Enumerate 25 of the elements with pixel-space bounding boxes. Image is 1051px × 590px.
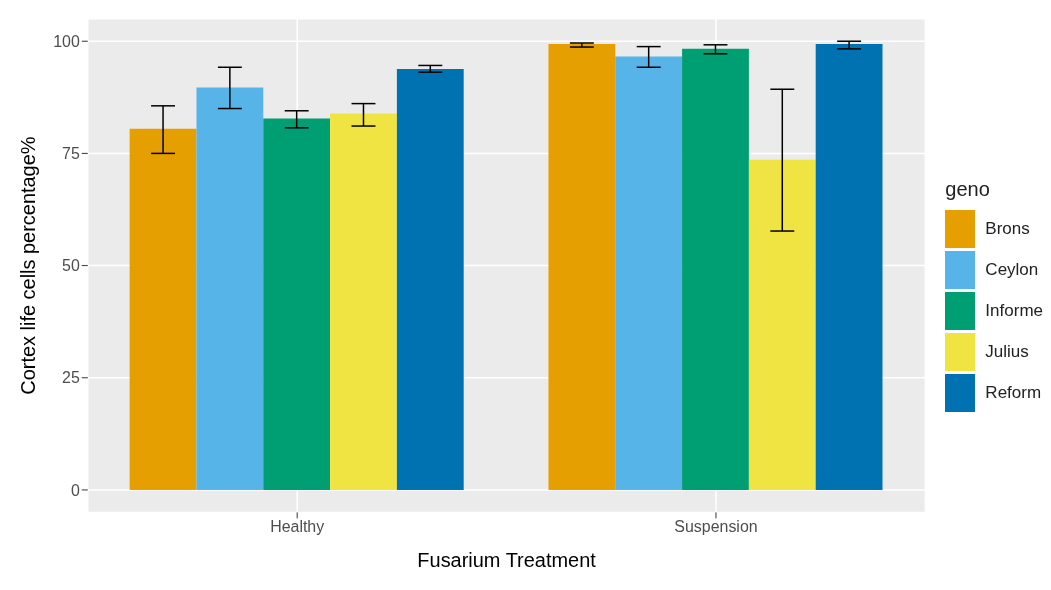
bar <box>396 69 464 490</box>
x-tick-label: Healthy <box>270 517 325 535</box>
bar <box>682 48 749 490</box>
legend-label: Brons <box>985 219 1030 239</box>
y-tick-label: 25 <box>62 369 80 387</box>
y-axis-title: Cortex life cells percentage% <box>17 136 40 395</box>
legend-label: Julius <box>985 342 1029 362</box>
bar <box>548 43 616 490</box>
bar <box>263 118 331 490</box>
bar <box>815 43 883 490</box>
x-axis-title: Fusarium Treatment <box>417 549 597 572</box>
y-tick-label: 50 <box>62 257 80 275</box>
x-tick-label: Suspension <box>674 517 758 535</box>
bar <box>129 128 197 490</box>
legend-title: geno <box>945 177 991 201</box>
y-tick-label: 0 <box>70 481 80 499</box>
legend-label: Informe <box>985 301 1043 321</box>
bar <box>330 113 397 490</box>
legend-label: Reform <box>985 383 1042 403</box>
legend-label: Ceylon <box>985 260 1039 280</box>
y-tick-label: 100 <box>53 32 80 50</box>
bar <box>196 87 264 490</box>
bar <box>748 159 816 490</box>
bar <box>615 56 683 490</box>
y-tick-label: 75 <box>62 145 80 163</box>
